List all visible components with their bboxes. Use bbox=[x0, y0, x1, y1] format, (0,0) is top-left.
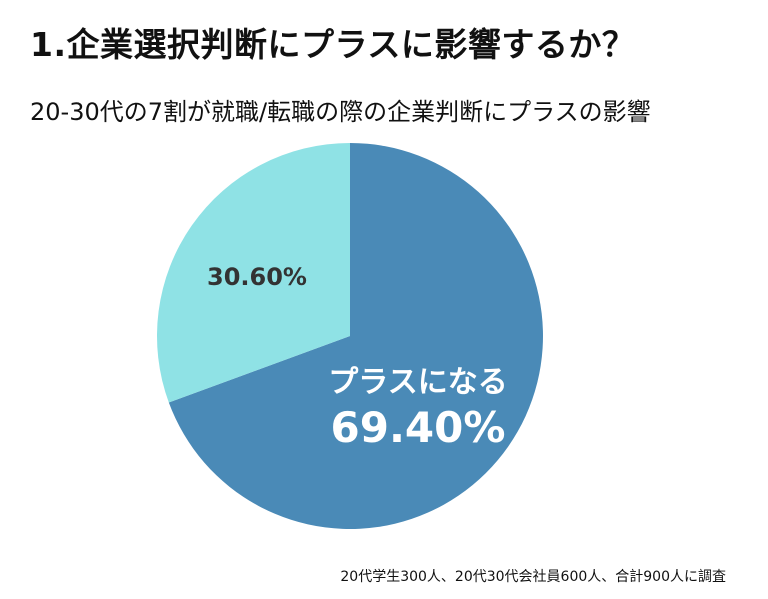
page-subtitle: 20-30代の7割が就職/転職の際の企業判断にプラスの影響 bbox=[30, 98, 651, 126]
slice-plus-value-label: 69.40% bbox=[331, 403, 506, 452]
slice-plus-category-label: プラスになる bbox=[328, 365, 507, 400]
pie-slices bbox=[156, 142, 543, 529]
pie-slice-other bbox=[156, 142, 350, 403]
survey-footnote: 20代学生300人、20代30代会社員600人、合計900人に調査 bbox=[340, 569, 726, 585]
page-title: 1.企業選択判断にプラスに影響するか？ bbox=[30, 25, 636, 64]
slice-other-value-label: 30.60% bbox=[207, 263, 307, 291]
pie-slice-plus bbox=[168, 143, 543, 529]
